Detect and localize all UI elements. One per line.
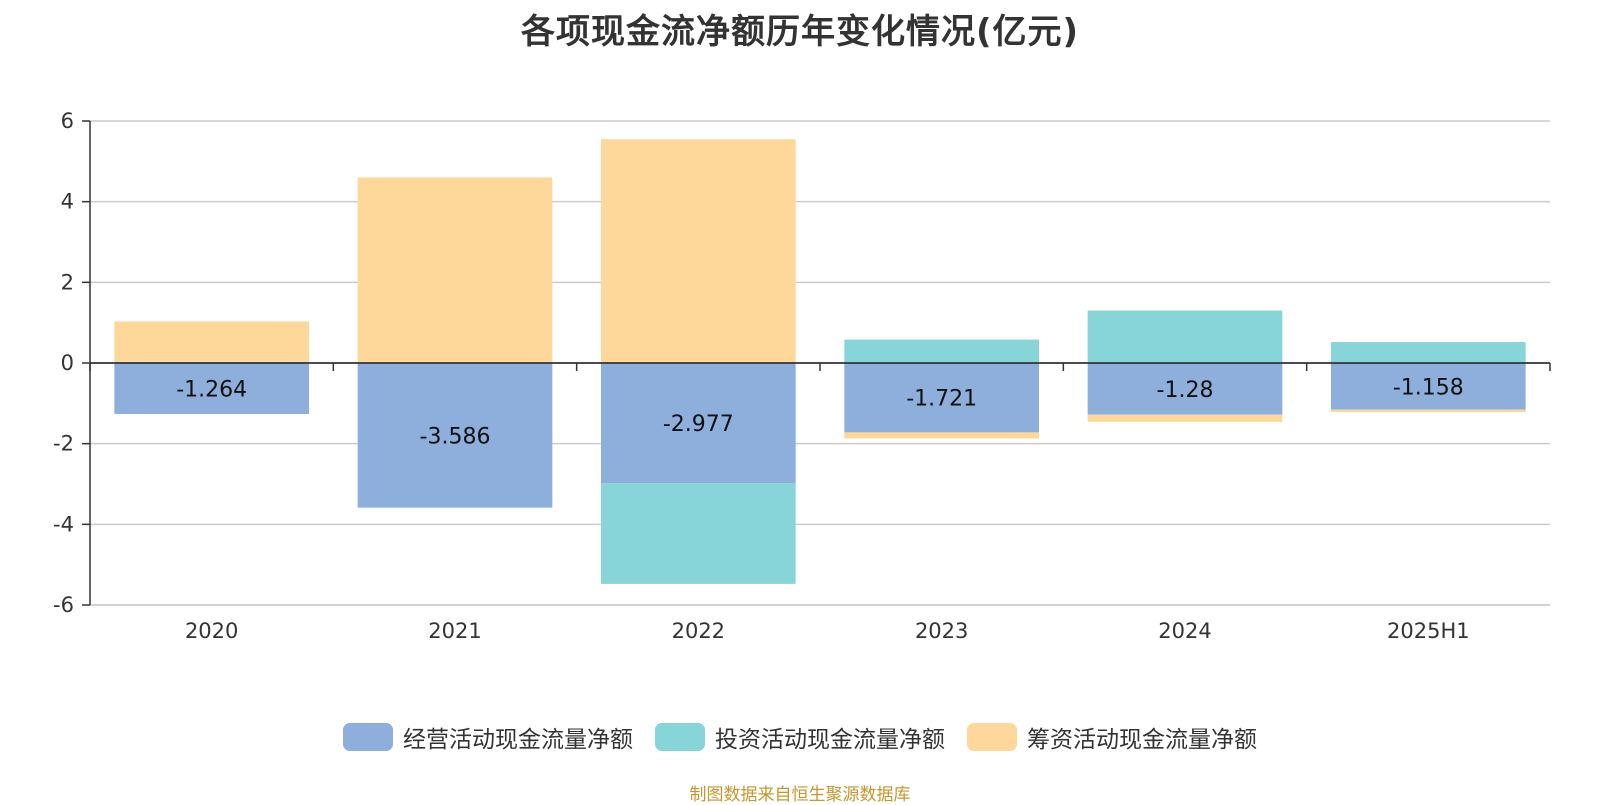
legend-item-financing[interactable]: 筹资活动现金流量净额 bbox=[967, 720, 1257, 754]
y-tick-label: 0 bbox=[61, 351, 74, 375]
legend-label-operating: 经营活动现金流量净额 bbox=[403, 727, 633, 753]
bar-operating-2020[interactable] bbox=[114, 363, 309, 414]
x-tick-label: 2020 bbox=[185, 619, 238, 643]
data-label-2025H1: -1.158 bbox=[1393, 375, 1464, 400]
source-note: 制图数据来自恒生聚源数据库 bbox=[689, 785, 911, 805]
legend-label-investing: 投资活动现金流量净额 bbox=[715, 727, 945, 753]
y-tick-label: 4 bbox=[61, 190, 74, 214]
legend-swatch-financing bbox=[967, 723, 1017, 751]
x-tick-label: 2021 bbox=[428, 619, 481, 643]
data-label-2022: -2.977 bbox=[663, 412, 734, 437]
legend-item-investing[interactable]: 投资活动现金流量净额 bbox=[655, 720, 945, 754]
bar-operating-2024[interactable] bbox=[1087, 363, 1283, 415]
grid-layer bbox=[90, 120, 1550, 606]
y-tick-label: -6 bbox=[53, 593, 74, 617]
bar-financing-2022[interactable] bbox=[601, 139, 796, 363]
legend-label-financing: 筹资活动现金流量净额 bbox=[1027, 727, 1257, 753]
bar-financing-2023[interactable] bbox=[844, 432, 1039, 439]
x-tick-label: 2022 bbox=[672, 619, 725, 643]
x-tick-label: 2023 bbox=[915, 619, 968, 643]
bar-investing-2022[interactable] bbox=[601, 483, 796, 584]
data-label-2020: -1.264 bbox=[176, 377, 247, 402]
bar-investing-2025H1[interactable] bbox=[1331, 342, 1526, 363]
data-label-2024: -1.28 bbox=[1157, 378, 1214, 403]
legend-swatch-operating bbox=[343, 723, 393, 751]
y-tick-label: -4 bbox=[53, 512, 74, 536]
bar-operating-2022[interactable] bbox=[601, 363, 796, 484]
chart-title: 各项现金流净额历年变化情况(亿元) bbox=[520, 12, 1080, 52]
bar-investing-2023[interactable] bbox=[844, 339, 1039, 363]
data-label-2021: -3.586 bbox=[420, 424, 491, 449]
label-layer: -1.264 -3.586 -2.977 -1.721 -1.28 -1.158 bbox=[176, 375, 1464, 449]
axis-layer: 6 4 2 0 -2 -4 -6 2020 2021 2022 2023 2024 2025H1 bbox=[53, 109, 1551, 643]
bar-financing-2021[interactable] bbox=[357, 177, 553, 363]
bar-investing-2024[interactable] bbox=[1087, 310, 1283, 363]
legend-swatch-investing bbox=[655, 723, 705, 751]
x-tick-label: 2025H1 bbox=[1387, 619, 1470, 643]
bar-layer bbox=[114, 139, 1526, 584]
legend-item-operating[interactable]: 经营活动现金流量净额 bbox=[343, 720, 633, 754]
y-tick-label: 6 bbox=[61, 109, 74, 133]
bar-financing-2025H1[interactable] bbox=[1331, 409, 1526, 413]
y-tick-label: -2 bbox=[53, 432, 74, 456]
bar-financing-2020[interactable] bbox=[114, 321, 309, 362]
bar-operating-2021[interactable] bbox=[357, 363, 553, 508]
chart-plot: 6 4 2 0 -2 -4 -6 2020 2021 2022 2023 2024 2025H1 -1.… bbox=[53, 109, 1551, 643]
y-tick-label: 2 bbox=[61, 270, 74, 294]
bar-operating-2023[interactable] bbox=[844, 363, 1039, 433]
bar-operating-2025H1[interactable] bbox=[1331, 363, 1526, 410]
x-tick-label: 2024 bbox=[1158, 619, 1211, 643]
legend: 经营活动现金流量净额 投资活动现金流量净额 筹资活动现金流量净额 bbox=[0, 720, 1600, 754]
data-label-2023: -1.721 bbox=[906, 387, 977, 412]
bar-financing-2024[interactable] bbox=[1087, 414, 1283, 422]
